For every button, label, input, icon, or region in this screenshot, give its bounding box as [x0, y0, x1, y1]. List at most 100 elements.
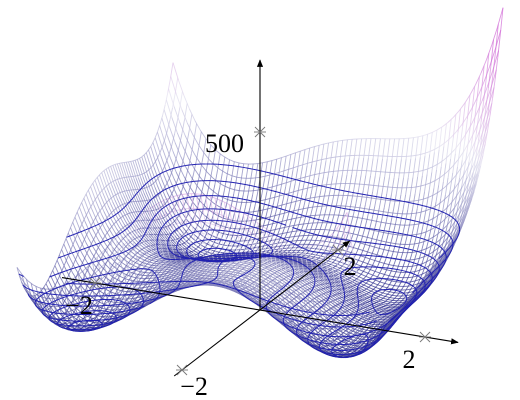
mesh-line: [136, 255, 143, 260]
mesh-line: [57, 295, 64, 299]
mesh-line: [97, 306, 104, 310]
mesh-line: [379, 221, 386, 224]
mesh-line: [421, 168, 428, 172]
mesh-line: [162, 104, 166, 116]
mesh-line: [411, 280, 417, 283]
mesh-line: [320, 309, 327, 315]
mesh-line: [119, 265, 126, 271]
mesh-line: [287, 318, 294, 324]
mesh-line: [270, 273, 277, 278]
mesh-line: [425, 132, 432, 136]
mesh-line: [125, 190, 128, 192]
mesh-line: [84, 326, 91, 329]
mesh-line: [112, 292, 118, 295]
mesh-line: [97, 198, 105, 212]
mesh-line: [332, 140, 339, 143]
mesh-line: [308, 161, 314, 164]
mesh-line: [224, 272, 231, 275]
mesh-line: [108, 212, 113, 216]
mesh-line: [62, 311, 68, 314]
mesh-line: [109, 237, 117, 246]
mesh-line: [326, 141, 333, 144]
mesh-line: [278, 285, 285, 291]
mesh-line: [335, 221, 342, 230]
mesh-line: [292, 287, 299, 293]
mesh-line: [106, 225, 113, 235]
mesh-line: [94, 265, 101, 273]
mesh-line: [120, 180, 127, 196]
mesh-line: [220, 199, 227, 204]
mesh-line: [174, 77, 179, 94]
mesh-line: [282, 211, 289, 214]
mesh-line: [159, 147, 163, 154]
mesh-line: [114, 288, 121, 291]
mesh-line: [414, 211, 421, 214]
mesh-line: [91, 208, 98, 222]
mesh-line: [87, 237, 95, 249]
mesh-line: [156, 215, 163, 220]
mesh-line: [422, 247, 429, 251]
mesh-line: [426, 228, 433, 232]
mesh-line: [266, 160, 273, 163]
mesh-line: [329, 327, 336, 332]
mesh-line: [394, 281, 401, 283]
mesh-line: [299, 207, 305, 210]
mesh-line: [442, 122, 449, 127]
mesh-line: [277, 156, 284, 160]
mesh-line: [247, 227, 254, 229]
mesh-line: [288, 152, 295, 156]
mesh-line: [256, 188, 263, 191]
mesh-line: [391, 242, 398, 245]
mesh-line: [145, 240, 149, 242]
mesh-line: [435, 176, 442, 181]
mesh-line: [451, 159, 459, 167]
mesh-line: [297, 216, 303, 219]
mesh-line: [296, 300, 303, 307]
mesh-line: [475, 72, 482, 85]
mesh-line: [286, 299, 293, 306]
mesh-line: [89, 274, 97, 282]
mesh-line: [106, 315, 113, 320]
mesh-line: [127, 260, 134, 267]
mesh-line: [104, 201, 108, 206]
mesh-line: [310, 145, 317, 149]
mesh-line: [381, 211, 388, 213]
mesh-line: [369, 334, 376, 336]
mesh-line: [343, 139, 350, 141]
mesh-line: [170, 195, 177, 198]
mesh-line: [65, 287, 72, 297]
mesh-line: [106, 188, 114, 202]
mesh-line: [66, 261, 73, 274]
mesh-line: [458, 103, 465, 112]
mesh-line: [58, 300, 66, 309]
mesh-line: [322, 171, 329, 174]
mesh-line: [126, 221, 133, 228]
mesh-line: [326, 304, 333, 310]
mesh-line: [125, 243, 129, 248]
mesh-line: [65, 254, 69, 262]
mesh-line: [203, 276, 210, 278]
mesh-line: [223, 279, 230, 283]
mesh-line: [76, 207, 80, 214]
mesh-line: [107, 165, 111, 169]
mesh-line: [363, 218, 369, 221]
mesh-line: [27, 280, 34, 286]
mesh-line: [198, 131, 202, 148]
mesh-line: [137, 250, 141, 254]
mesh-line: [101, 214, 108, 226]
mesh-line: [63, 237, 67, 245]
mesh-line: [92, 269, 99, 277]
mesh-line: [247, 215, 254, 221]
mesh-line: [163, 160, 168, 168]
mesh-line: [196, 219, 201, 227]
mesh-line: [318, 195, 324, 198]
mesh-line: [103, 211, 110, 223]
mesh-line: [348, 206, 355, 208]
mesh-line: [38, 287, 45, 290]
mesh-line: [437, 159, 444, 165]
mesh-line: [256, 264, 263, 268]
mesh-line: [93, 234, 97, 240]
mesh-line: [78, 201, 83, 208]
mesh-line: [343, 316, 350, 321]
mesh-line: [93, 204, 100, 218]
